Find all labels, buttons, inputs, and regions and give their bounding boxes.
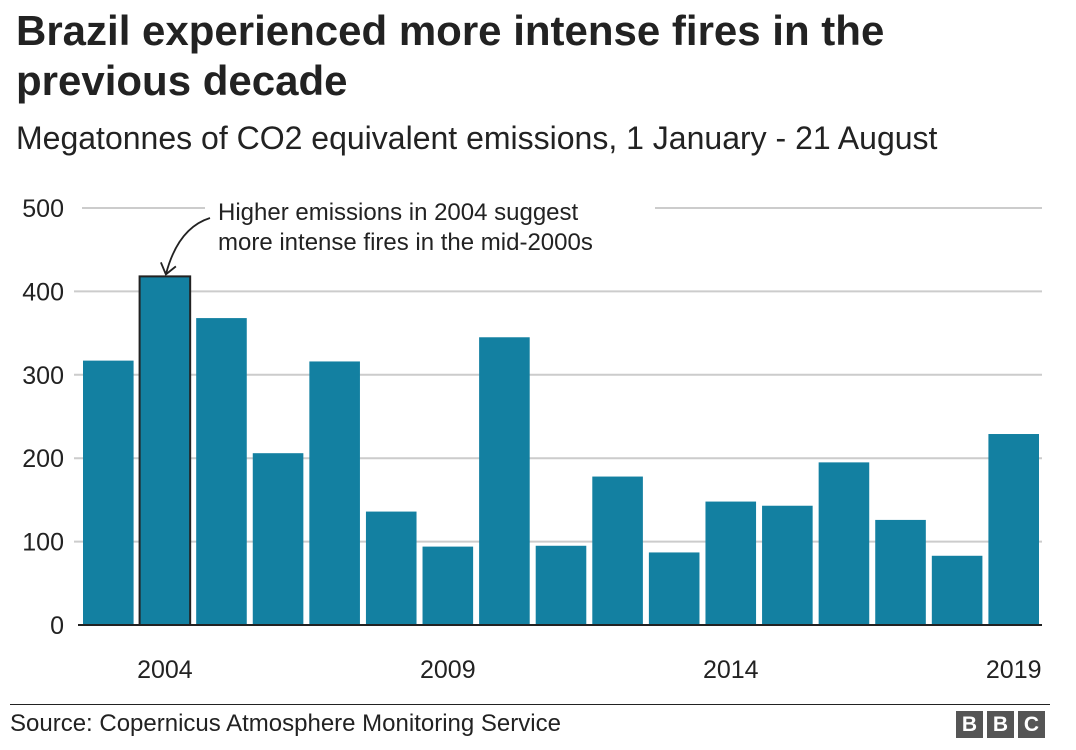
y-tick-label: 200 xyxy=(22,445,64,473)
bar-2015 xyxy=(762,505,813,625)
y-axis-tick-labels: 0 100 200 300 400 500 xyxy=(22,195,64,640)
annotation-line-1: Higher emissions in 2004 suggest xyxy=(218,199,579,226)
bars xyxy=(83,275,1039,626)
bbc-logo: B B C xyxy=(956,711,1045,738)
bbc-logo-letter: C xyxy=(1018,711,1045,738)
bar-2010 xyxy=(479,337,530,625)
annotation: Higher emissions in 2004 suggest more in… xyxy=(160,199,593,276)
y-tick-label: 300 xyxy=(22,362,64,390)
annotation-arrow-icon xyxy=(160,217,211,276)
footer-divider xyxy=(10,704,1050,705)
chart-title: Brazil experienced more intense fires in… xyxy=(16,7,885,104)
bar-2008 xyxy=(365,511,417,625)
y-tick-label: 100 xyxy=(22,529,64,557)
bbc-logo-letter: B xyxy=(987,711,1014,738)
y-tick-label: 0 xyxy=(50,612,64,640)
x-tick-label: 2019 xyxy=(986,656,1042,684)
bar-2014 xyxy=(705,501,757,625)
x-tick-label: 2004 xyxy=(137,656,193,684)
bar-2004 xyxy=(138,275,192,626)
annotation-background xyxy=(205,194,655,260)
source-note: Source: Copernicus Atmosphere Monitoring… xyxy=(10,710,561,737)
bar-2003 xyxy=(83,360,134,625)
bar-2011 xyxy=(535,545,587,625)
x-axis-tick-labels: 2004 2009 2014 2019 xyxy=(137,656,1041,684)
bar-2016 xyxy=(818,462,870,625)
bar-2013 xyxy=(648,552,700,625)
x-tick-label: 2014 xyxy=(703,656,759,684)
y-tick-label: 500 xyxy=(22,195,64,223)
bar-2009 xyxy=(422,546,474,625)
bar-2018 xyxy=(931,555,983,625)
annotation-line-2: more intense fires in the mid-2000s xyxy=(218,229,593,256)
bar-2007 xyxy=(309,361,360,625)
bar-2017 xyxy=(875,519,926,625)
bar-2019 xyxy=(988,434,1039,625)
x-tick-label: 2009 xyxy=(420,656,476,684)
bar-2005 xyxy=(196,318,247,625)
y-tick-label: 400 xyxy=(22,278,64,306)
chart-subtitle: Megatonnes of CO2 equivalent emissions, … xyxy=(16,120,938,156)
bbc-logo-letter: B xyxy=(956,711,983,738)
bar-2012 xyxy=(592,476,643,625)
bar-2006 xyxy=(252,453,304,625)
